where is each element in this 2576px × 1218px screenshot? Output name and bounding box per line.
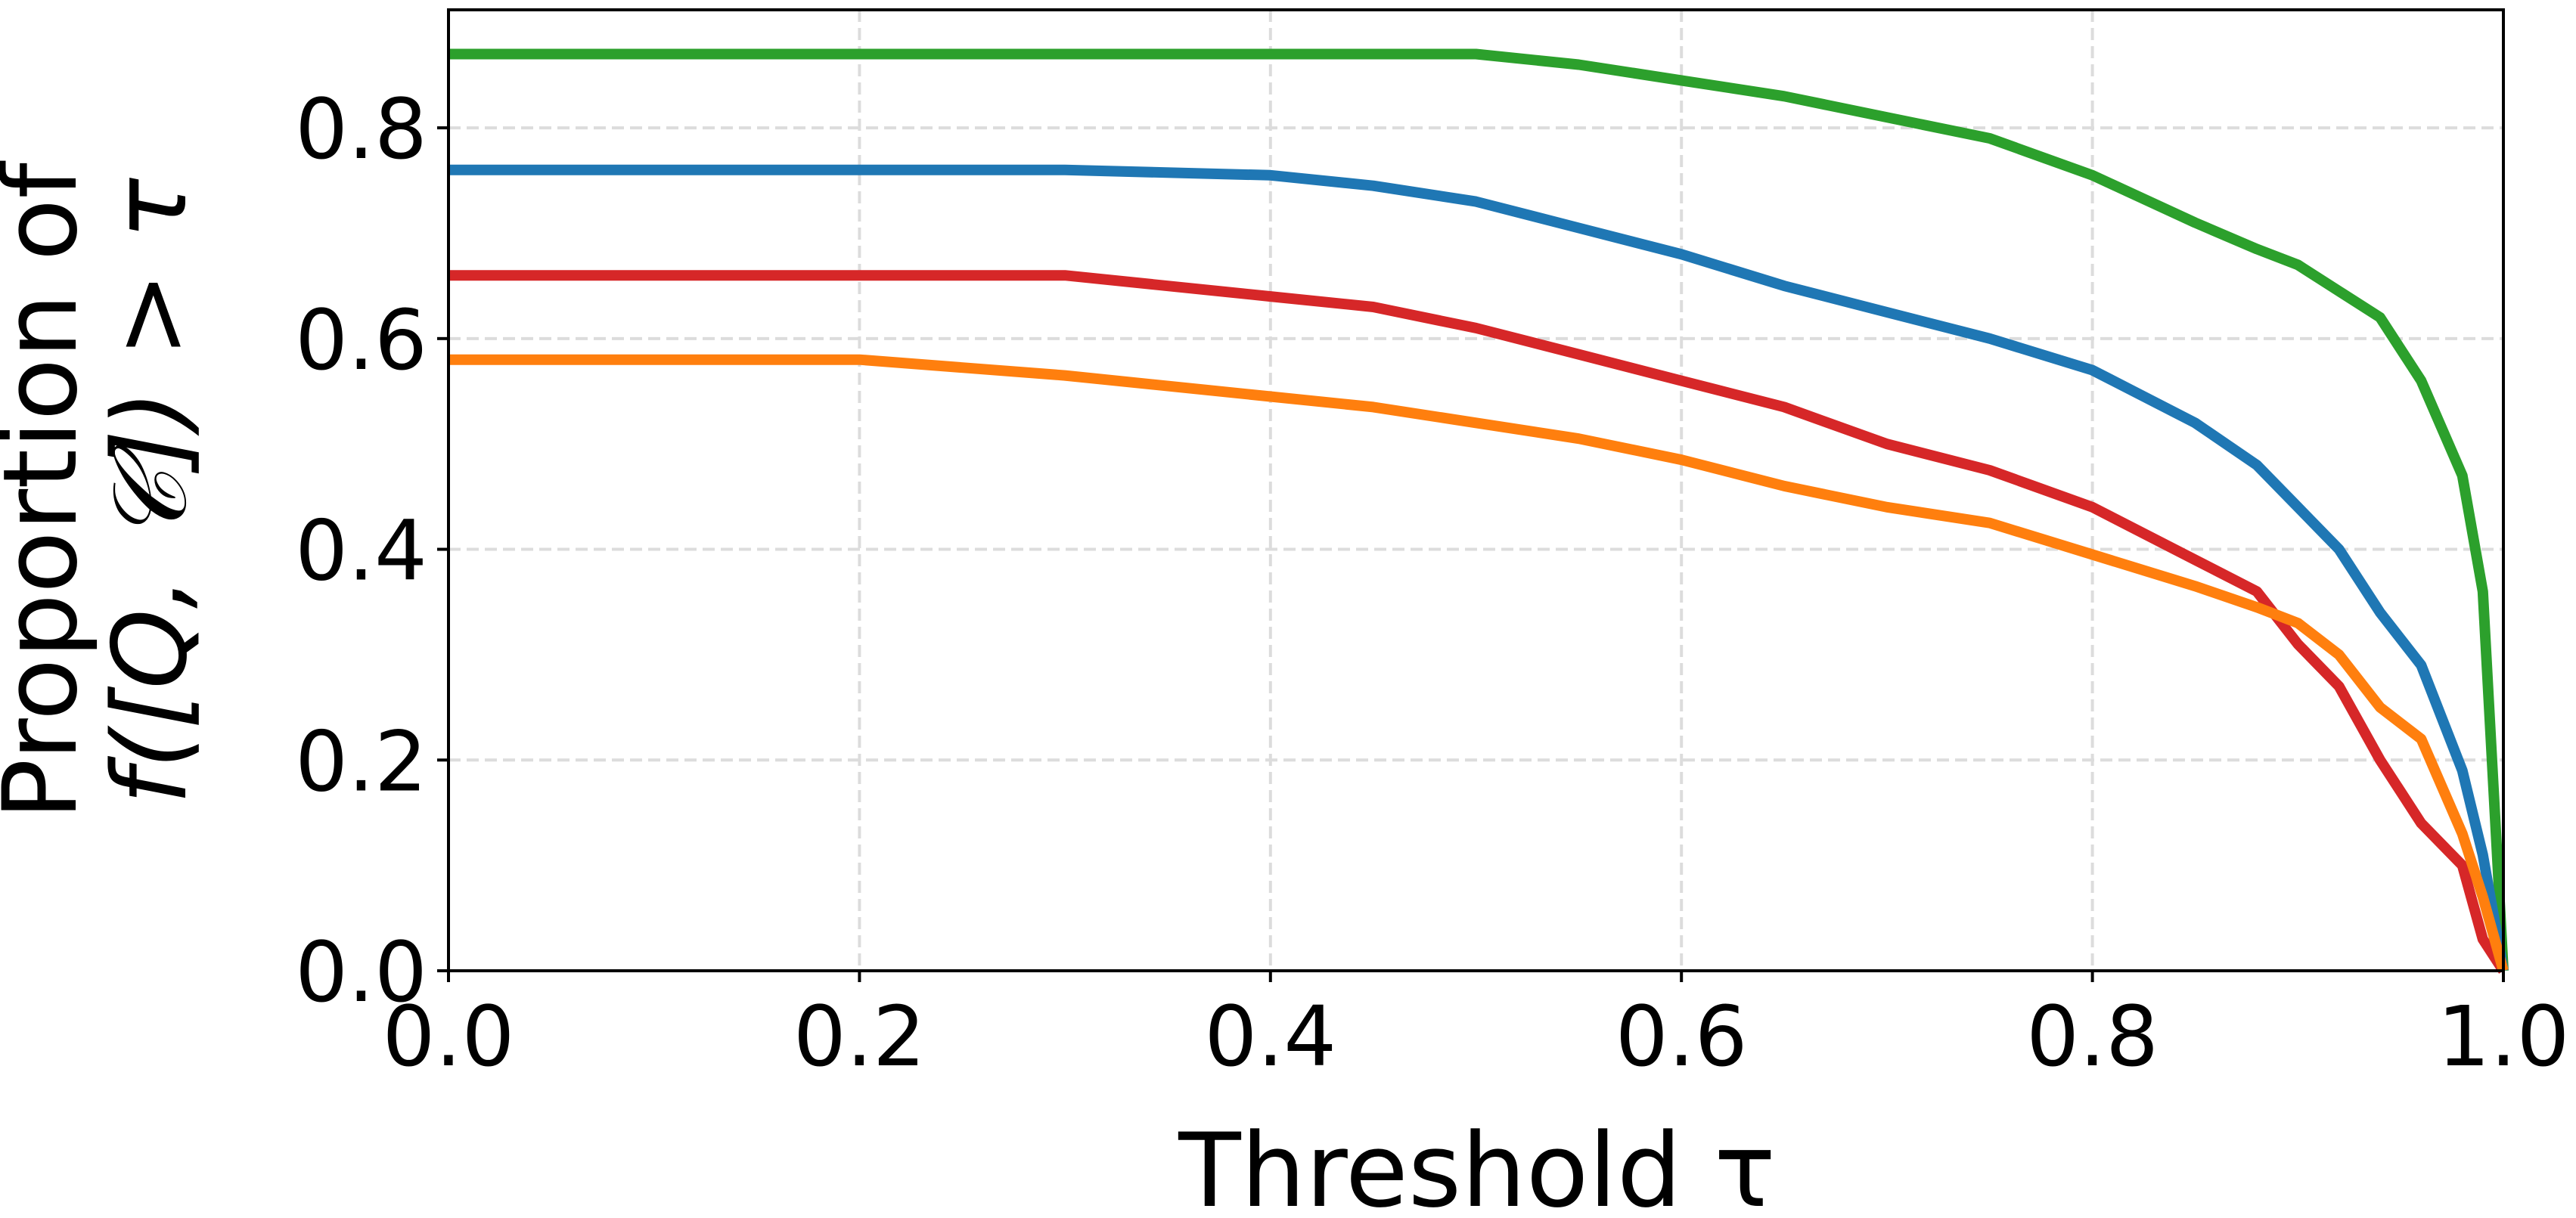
x-axis-label: Threshold τ — [1178, 1111, 1776, 1218]
x-tick-label: 1.0 — [2438, 988, 2570, 1085]
plot-frame — [447, 8, 2505, 972]
data-line — [448, 164, 2509, 972]
data-line — [448, 270, 2508, 974]
y-tick-label: 0.4 — [295, 503, 427, 600]
y-tick-label: 0.8 — [295, 81, 427, 178]
x-tick-label: 0.8 — [2026, 988, 2159, 1085]
data-line — [448, 354, 2509, 972]
y-tick-label: 0.6 — [295, 292, 427, 389]
y-tick-label: 0.0 — [295, 924, 427, 1021]
data-line — [448, 48, 2509, 972]
y-tick-label: 0.2 — [295, 713, 427, 810]
y-axis-label: f([Q, 𝒞]) > τ — [91, 178, 209, 805]
x-tick-label: 0.4 — [1204, 988, 1336, 1085]
x-tick-label: 0.0 — [383, 988, 515, 1085]
x-tick-label: 0.6 — [1615, 988, 1748, 1085]
y-axis-label: Proportion of — [0, 160, 100, 820]
x-tick-label: 0.2 — [793, 988, 926, 1085]
